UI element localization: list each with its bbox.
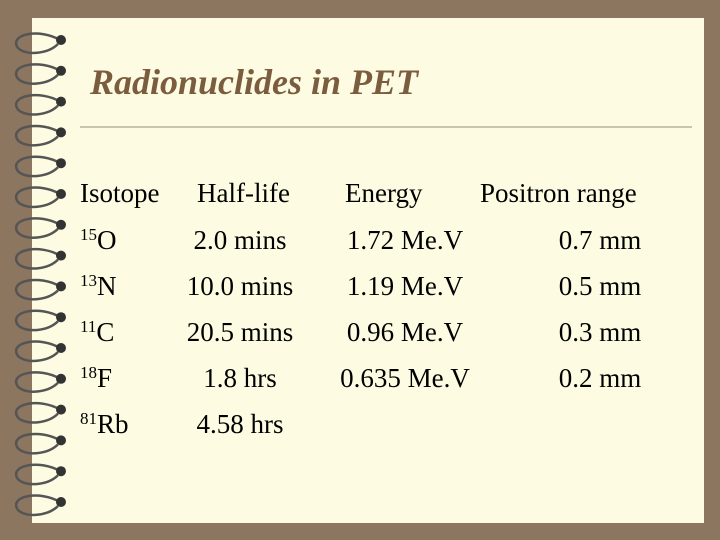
ring-hole	[56, 158, 66, 169]
positron-range: 0.7 mm	[559, 225, 642, 255]
half-life: 20.5 mins	[187, 317, 294, 347]
mass-number: 15	[80, 225, 97, 244]
column-header: Half-life	[197, 178, 290, 208]
ring-wire	[14, 63, 61, 85]
energy: 1.72 Me.V	[347, 225, 464, 255]
ring-hole	[56, 250, 66, 261]
ring-hole	[56, 497, 66, 507]
element: Rb	[97, 409, 129, 439]
energy: 0.635 Me.V	[340, 363, 470, 393]
column-header: Positron range	[480, 178, 637, 208]
table: Isotope Half-life Energy Positron range 15O 2…	[80, 178, 641, 439]
energy: 1.19 Me.V	[347, 271, 464, 301]
column-header: Energy	[345, 178, 423, 208]
half-life: 10.0 mins	[187, 271, 294, 301]
ring-wire	[14, 155, 61, 178]
ring-wire	[14, 371, 61, 393]
isotope: 18F	[80, 363, 112, 393]
ring-hole	[56, 312, 66, 323]
ring-hole	[56, 343, 66, 353]
ring-hole	[56, 281, 66, 292]
positron-range: 0.2 mm	[559, 363, 642, 393]
isotope: 15O	[80, 225, 117, 255]
binding	[14, 32, 66, 517]
ring-hole	[56, 373, 66, 384]
ring-hole	[56, 404, 66, 415]
isotope: 81Rb	[80, 409, 129, 439]
ring-hole	[56, 466, 66, 477]
ring-wire	[14, 401, 61, 424]
ring-hole	[56, 189, 66, 199]
ring-wire	[14, 432, 61, 455]
column-header: Isotope	[80, 178, 160, 208]
ring-wire	[14, 32, 61, 55]
isotope: 11C	[80, 317, 114, 347]
mass-number: 81	[80, 409, 97, 428]
slide-title: Radionuclides in PET	[89, 62, 420, 102]
ring-wire	[14, 463, 61, 486]
half-life: 4.58 hrs	[197, 409, 284, 439]
element: N	[97, 271, 117, 301]
element: O	[97, 225, 117, 255]
ring-wire	[14, 278, 61, 301]
ring-hole	[56, 219, 66, 230]
ring-wire	[14, 124, 61, 147]
paper	[32, 18, 704, 523]
element: C	[96, 317, 114, 347]
element: F	[97, 363, 112, 393]
ring-wire	[14, 186, 61, 209]
ring-wire	[14, 494, 61, 517]
ring-wire	[14, 309, 61, 332]
half-life: 1.8 hrs	[203, 363, 277, 393]
mass-number: 13	[80, 271, 97, 290]
ring-hole	[56, 35, 66, 45]
ring-hole	[56, 127, 66, 138]
mass-number: 11	[80, 317, 96, 336]
positron-range: 0.3 mm	[559, 317, 642, 347]
ring-hole	[56, 96, 66, 107]
ring-hole	[56, 65, 66, 76]
positron-range: 0.5 mm	[559, 271, 642, 301]
energy: 0.96 Me.V	[347, 317, 464, 347]
ring-wire	[14, 247, 61, 270]
isotope: 13N	[80, 271, 117, 301]
ring-wire	[14, 93, 61, 116]
ring-wire	[14, 217, 61, 239]
half-life: 2.0 mins	[193, 225, 286, 255]
ring-hole	[56, 435, 66, 446]
ring-wire	[14, 340, 61, 363]
mass-number: 18	[80, 363, 97, 382]
